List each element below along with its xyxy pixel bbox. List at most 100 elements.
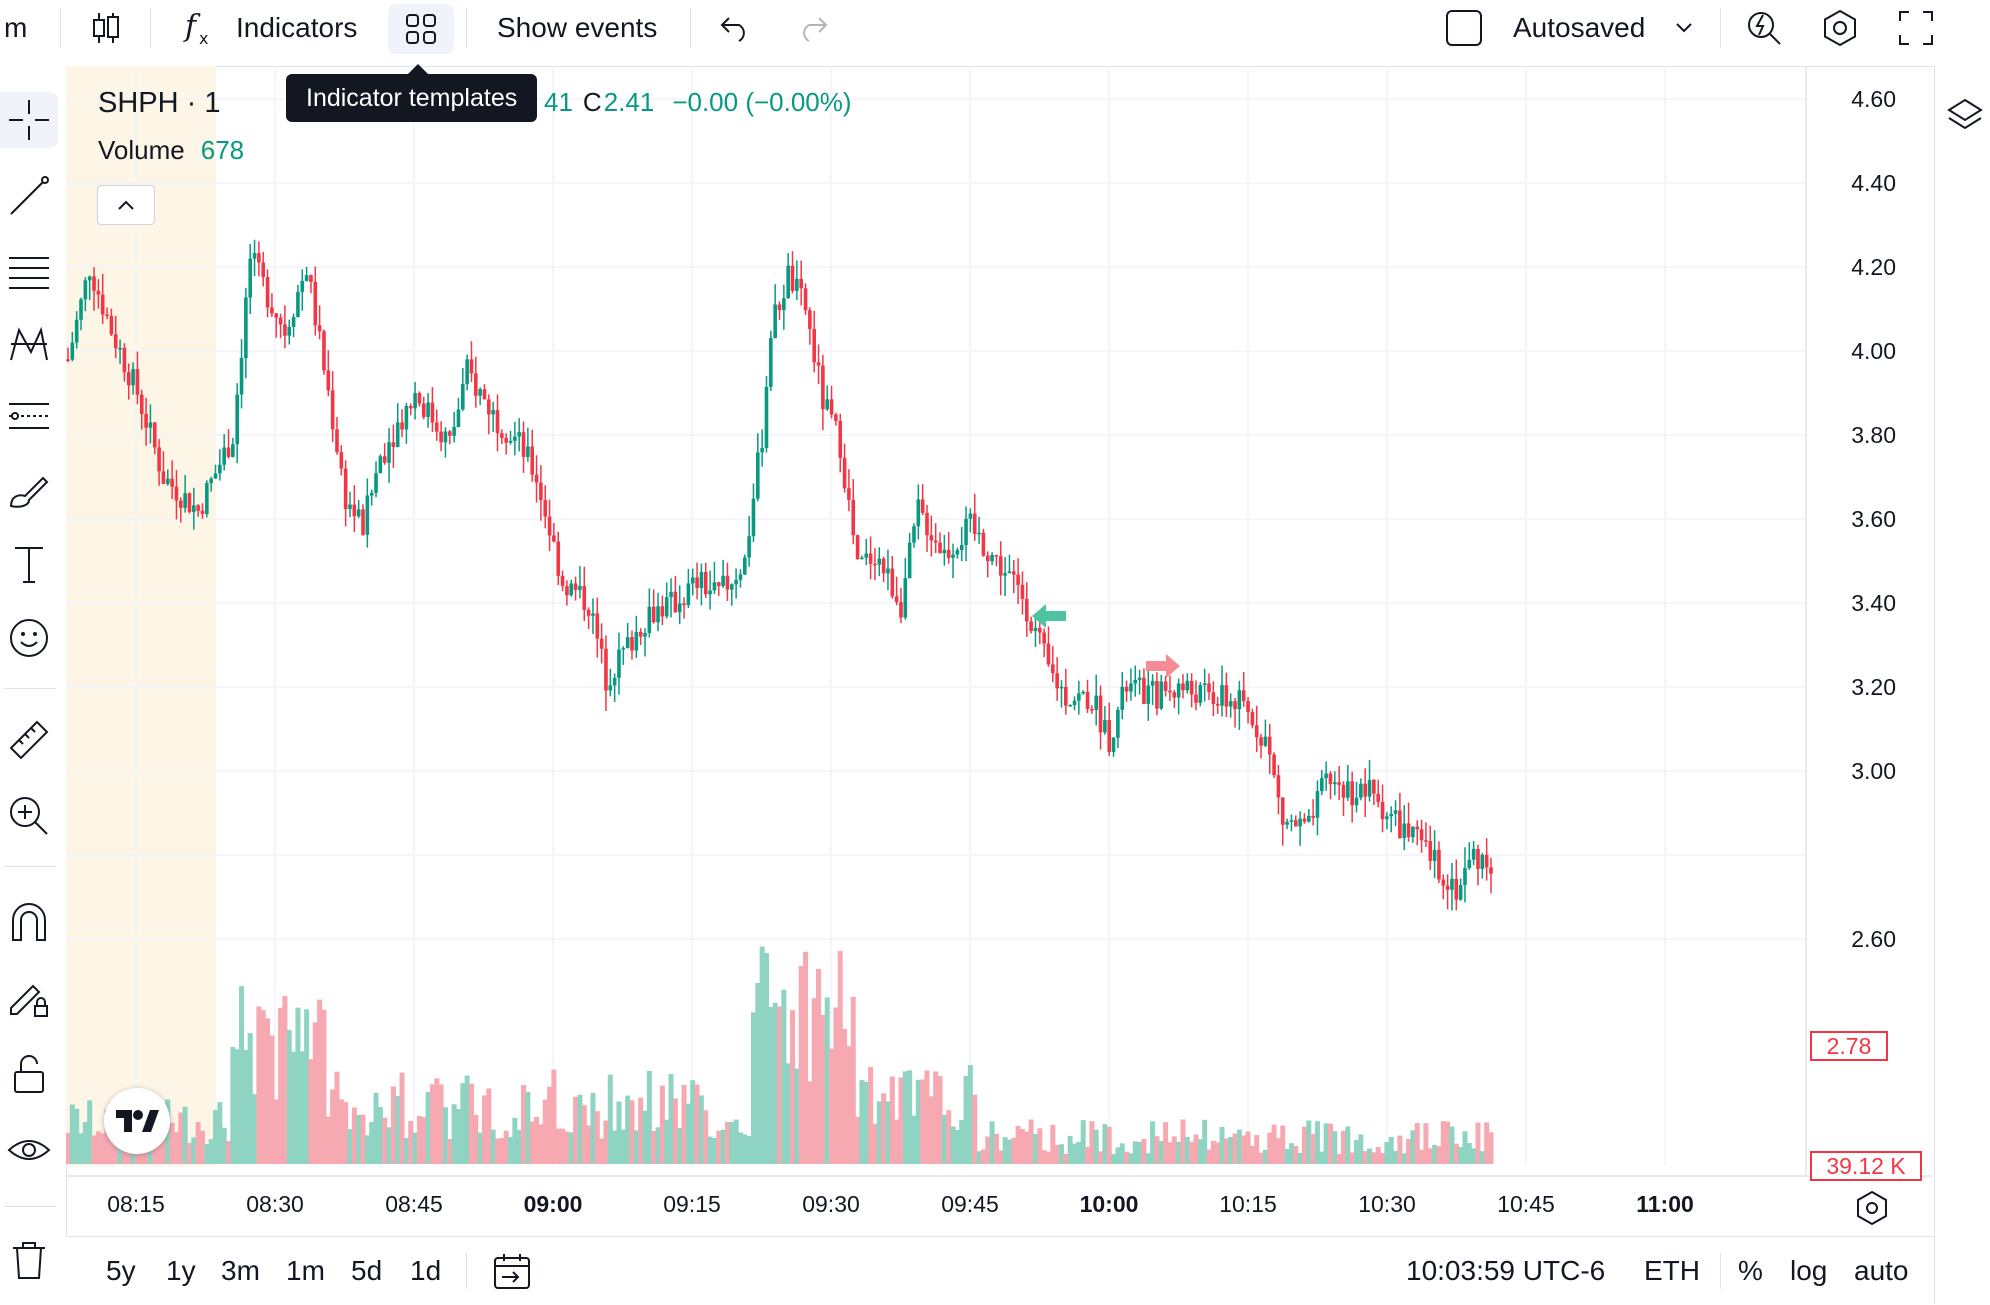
candle-body xyxy=(1176,683,1181,698)
zoom-in-icon[interactable] xyxy=(0,788,58,844)
candle-body xyxy=(1254,725,1259,738)
volume-bar xyxy=(1401,1153,1407,1164)
range-1d[interactable]: 1d xyxy=(410,1255,442,1286)
candle-body xyxy=(860,557,864,560)
volume-bar xyxy=(69,1104,75,1164)
volume-bar xyxy=(95,1131,101,1164)
price-chart[interactable]: 4.60 4.40 4.20 4.00 3.80 3.60 3.40 3.20 3.00 2.60… xyxy=(65,66,1932,1234)
volume-bar xyxy=(1024,1131,1030,1164)
candle-body xyxy=(890,568,895,597)
emoji-icon[interactable] xyxy=(0,610,58,666)
volume-bar xyxy=(1058,1144,1064,1164)
candle-body xyxy=(526,446,530,457)
volume-bar xyxy=(1354,1140,1360,1164)
range-5y[interactable]: 5y xyxy=(106,1255,136,1286)
indicators-button[interactable]: Indicators xyxy=(236,0,357,56)
range-1m[interactable]: 1m xyxy=(286,1255,325,1286)
time-axis-label: 08:30 xyxy=(246,1191,304,1217)
candle-body xyxy=(565,586,569,596)
volume-bar xyxy=(1258,1152,1264,1164)
candle-body xyxy=(1432,849,1437,861)
volume-bar xyxy=(1063,1153,1069,1164)
trash-icon[interactable] xyxy=(0,1232,58,1288)
candle-body xyxy=(1320,778,1324,792)
autosaved-button[interactable]: Autosaved xyxy=(1513,0,1645,56)
volume-bar xyxy=(811,998,817,1164)
fullscreen-icon[interactable] xyxy=(1892,8,1940,48)
sell-arrow-marker xyxy=(1146,654,1180,678)
chart-pane[interactable]: 4.60 4.40 4.20 4.00 3.80 3.60 3.40 3.20 3.00 2.60… xyxy=(65,66,1932,1234)
forecast-icon[interactable] xyxy=(0,388,58,444)
lock-drawing-icon[interactable] xyxy=(0,970,58,1026)
volume-bar xyxy=(928,1096,934,1164)
pattern-icon[interactable] xyxy=(0,316,58,372)
text-icon[interactable] xyxy=(0,536,58,592)
checkbox-icon[interactable] xyxy=(1440,8,1488,48)
redo-icon[interactable] xyxy=(788,8,836,48)
log-toggle[interactable]: log xyxy=(1790,1255,1828,1286)
candle-body xyxy=(1341,784,1346,798)
time-axis-label: 09:00 xyxy=(524,1191,583,1217)
candle-body xyxy=(447,431,452,436)
chevron-down-icon[interactable] xyxy=(1660,8,1708,48)
candle-body xyxy=(343,468,348,510)
symbol-label[interactable]: SHPH · 1 xyxy=(98,87,221,119)
brush-icon[interactable] xyxy=(0,462,58,518)
candle-body xyxy=(1207,683,1211,693)
crosshair-icon[interactable] xyxy=(0,92,58,148)
volume-bar xyxy=(273,1099,279,1164)
candle-body xyxy=(352,504,357,517)
candle-body xyxy=(1033,627,1038,632)
layers-icon[interactable] xyxy=(1945,96,1985,141)
candle-body xyxy=(144,413,148,428)
candle-body xyxy=(630,637,634,651)
ruler-icon[interactable] xyxy=(0,712,58,768)
last-volume-tag: 39.12 K xyxy=(1810,1151,1922,1181)
auto-toggle[interactable]: auto xyxy=(1854,1255,1909,1286)
candle-body xyxy=(825,399,830,410)
volume-bar xyxy=(1393,1150,1399,1164)
range-5d[interactable]: 5d xyxy=(351,1255,383,1286)
volume-bar xyxy=(1462,1131,1468,1164)
volume-bar xyxy=(356,1114,362,1164)
candle-body xyxy=(938,542,942,554)
undo-icon[interactable] xyxy=(712,8,760,48)
quick-search-icon[interactable] xyxy=(1740,8,1788,48)
trend-line-icon[interactable] xyxy=(0,168,58,224)
fib-icon[interactable] xyxy=(0,244,58,300)
show-events-button[interactable]: Show events xyxy=(497,0,657,56)
time-axis-label: 09:45 xyxy=(941,1191,999,1217)
calendar-icon[interactable] xyxy=(492,1237,532,1305)
candle-body xyxy=(1163,681,1168,691)
range-1y[interactable]: 1y xyxy=(166,1255,196,1286)
volume-bar xyxy=(538,1124,544,1164)
candle-body xyxy=(1450,878,1454,890)
tradingview-logo[interactable] xyxy=(104,1088,170,1154)
candles-icon[interactable] xyxy=(82,8,130,48)
clock-label[interactable]: 10:03:59 UTC-6 xyxy=(1406,1255,1606,1286)
templates-icon[interactable] xyxy=(388,4,454,54)
candle-body xyxy=(1172,692,1177,698)
settings-icon[interactable] xyxy=(1816,8,1864,48)
percent-toggle[interactable]: % xyxy=(1738,1255,1763,1286)
session-button[interactable]: ETH xyxy=(1644,1255,1700,1286)
candle-body xyxy=(261,262,266,278)
candle-body xyxy=(1020,584,1025,599)
range-3m[interactable]: 3m xyxy=(221,1255,260,1286)
candle-body xyxy=(1241,690,1246,702)
interval-button[interactable]: m xyxy=(4,0,27,56)
eye-icon[interactable] xyxy=(0,1122,58,1178)
volume-bar xyxy=(330,1089,336,1164)
volume-bar xyxy=(581,1105,587,1164)
lock-icon[interactable] xyxy=(0,1046,58,1102)
candle-body xyxy=(1389,813,1394,817)
collapse-legend-button[interactable] xyxy=(97,185,155,225)
volume-bar xyxy=(208,1139,214,1164)
candle-body xyxy=(235,394,239,445)
candle-body xyxy=(79,299,83,320)
volume-bar xyxy=(1124,1151,1130,1164)
volume-bar xyxy=(1280,1125,1286,1164)
volume-bar xyxy=(1471,1148,1477,1164)
magnet-icon[interactable] xyxy=(0,894,58,950)
